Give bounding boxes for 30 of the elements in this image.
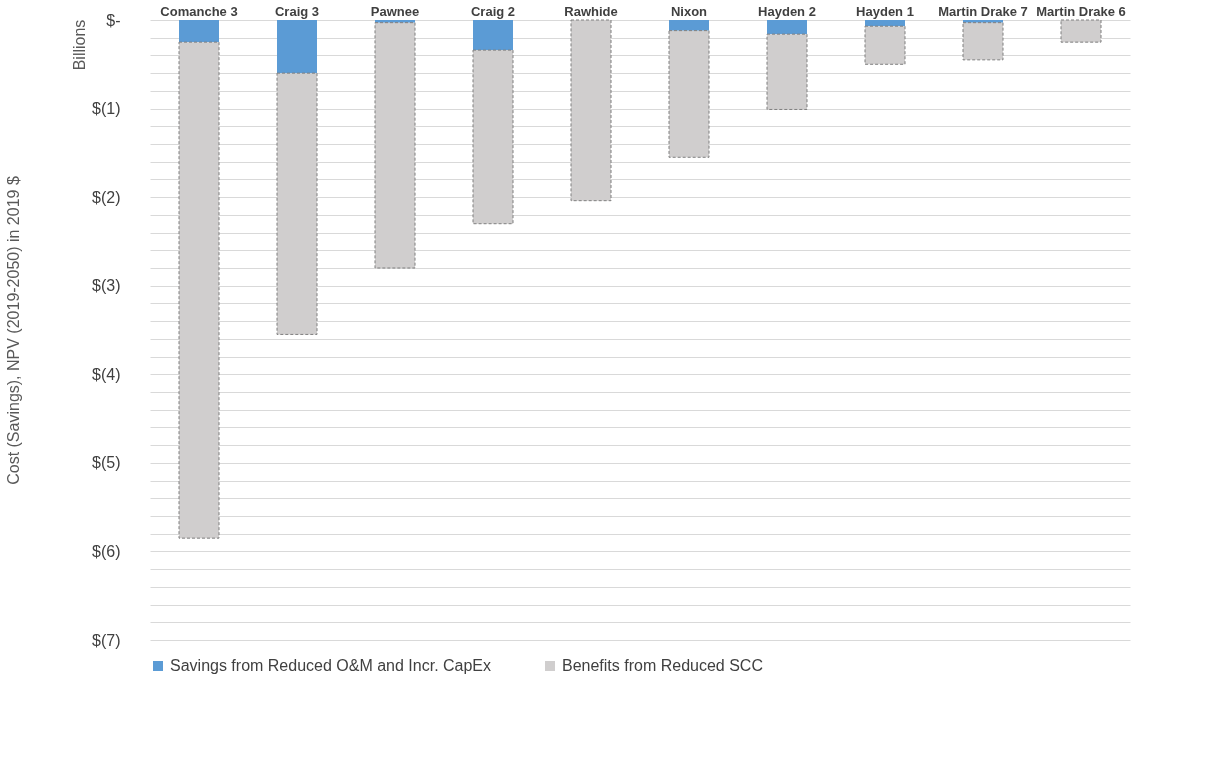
x-tick-label: Comanche 3 bbox=[160, 3, 238, 19]
x-tick-label: Hayden 1 bbox=[856, 3, 914, 19]
y-tick-label: $(4) bbox=[92, 365, 121, 383]
y-tick-label: $- bbox=[106, 11, 121, 29]
bar bbox=[963, 20, 1003, 23]
y-tick-label: $(7) bbox=[92, 631, 121, 649]
y-axis-title: Cost (Savings), NPV (2019-2050) in 2019 $ bbox=[5, 176, 23, 485]
bar bbox=[179, 20, 219, 43]
bar bbox=[277, 20, 317, 74]
x-tick-label: Martin Drake 6 bbox=[1036, 3, 1126, 19]
x-tick-label: Pawnee bbox=[370, 3, 420, 19]
x-tick-label: Hayden 2 bbox=[758, 3, 816, 19]
y-tick-label: $(6) bbox=[92, 542, 121, 560]
bar bbox=[767, 20, 807, 35]
y-tick-label: $(3) bbox=[92, 277, 121, 295]
x-tick-label: Rawhide bbox=[564, 3, 618, 19]
y-tick-label: $(1) bbox=[92, 100, 121, 118]
bar bbox=[865, 20, 905, 27]
x-tick-label: Martin Drake 7 bbox=[938, 3, 1028, 19]
y-tick-label: $(5) bbox=[92, 454, 121, 472]
x-tick-label: Craig 2 bbox=[470, 3, 516, 19]
legend-label: Benefits from Reduced SCC bbox=[562, 657, 763, 674]
text: Billions bbox=[71, 19, 88, 71]
x-tick-label: Craig 3 bbox=[274, 3, 320, 19]
bar bbox=[473, 20, 513, 51]
bar bbox=[375, 20, 415, 23]
bar bbox=[669, 20, 709, 31]
legend-label: Savings from Reduced O&M and Incr. CapEx bbox=[170, 657, 492, 674]
y-tick-label: $(2) bbox=[92, 188, 121, 206]
x-tick-label: Nixon bbox=[670, 3, 708, 19]
